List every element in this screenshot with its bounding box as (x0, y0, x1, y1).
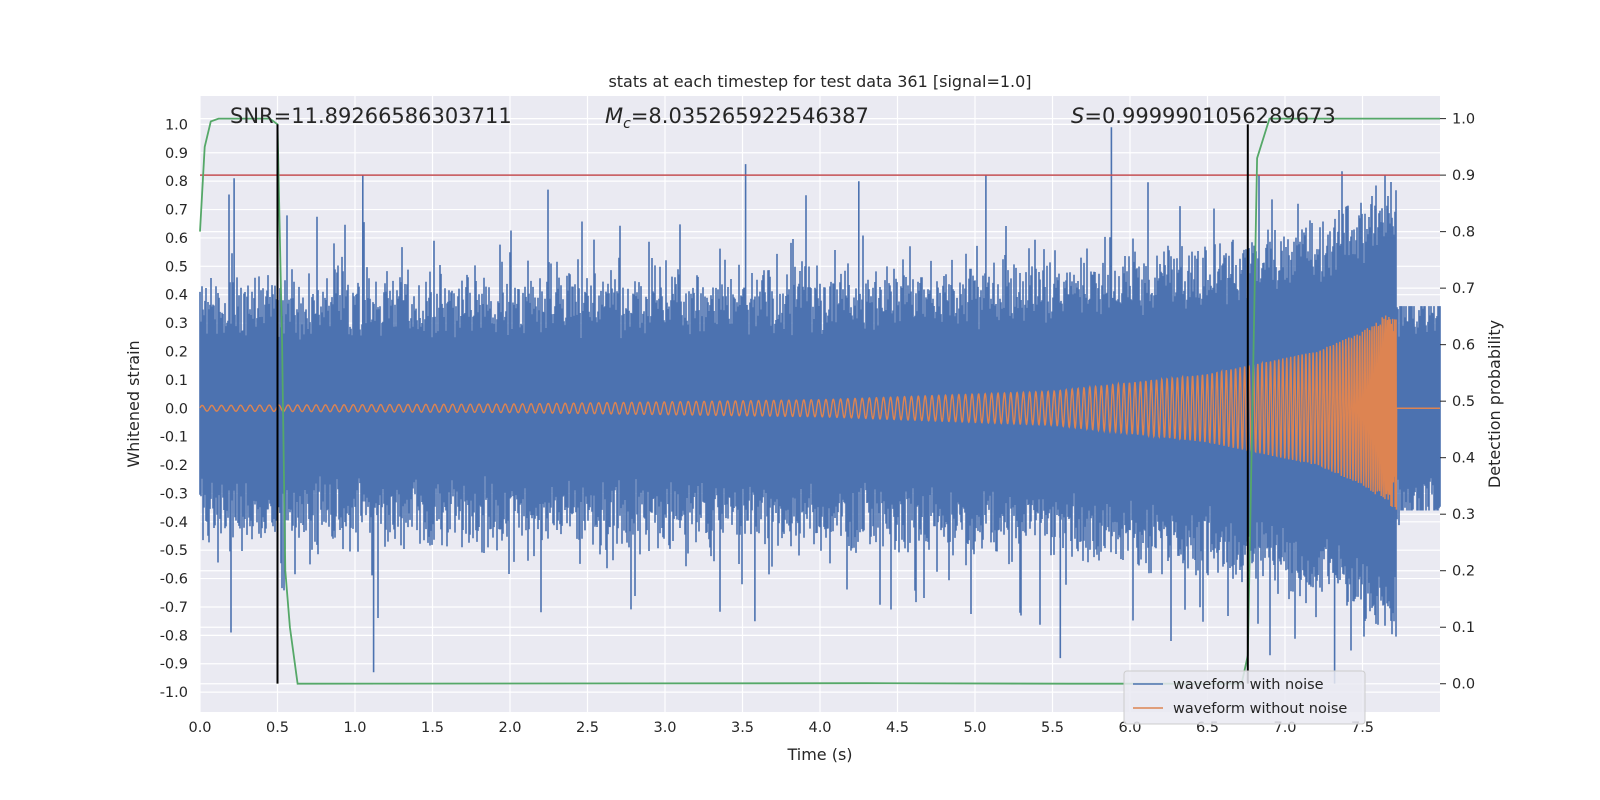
detection-probability-series (199, 117, 1440, 685)
y2-tick-label: 0.4 (1452, 451, 1475, 467)
y-tick-label: 0.0 (165, 401, 188, 417)
x-tick-label: 5.0 (963, 720, 986, 736)
x-tick-label: 5.5 (1041, 720, 1064, 736)
legend: waveform with noise waveform without noi… (1123, 670, 1366, 725)
y-tick-label: 0.4 (165, 288, 188, 304)
y-tick-label: 1.0 (165, 117, 188, 133)
x-tick-label: 4.0 (808, 720, 831, 736)
y-tick-label: -0.1 (160, 430, 188, 446)
y-tick-label: -0.5 (160, 543, 188, 559)
chirp-mass-symbol: M (605, 104, 623, 128)
x-tick-label: 3.0 (653, 720, 676, 736)
y2-tick-label: 0.0 (1452, 677, 1475, 693)
x-tick-label: 3.5 (731, 720, 754, 736)
y-tick-label: 0.9 (165, 146, 188, 162)
detection-statistic-annotation: S=0.9999901056289673 (1071, 104, 1336, 128)
legend-label-noise: waveform with noise (1173, 677, 1324, 693)
legend-label-clean: waveform without noise (1173, 701, 1347, 717)
y-tick-label: 0.7 (165, 203, 188, 219)
vertical-markers (276, 124, 1249, 684)
x-tick-label: 4.5 (886, 720, 909, 736)
y2-tick-label: 0.8 (1452, 225, 1475, 241)
x-tick-label: 0.5 (266, 720, 289, 736)
y2-tick-label: 0.7 (1452, 281, 1475, 297)
y-tick-label: -1.0 (160, 685, 188, 701)
waveform-without-noise-series (199, 315, 1440, 510)
y2-tick-label: 0.9 (1452, 168, 1475, 184)
y-tick-label: 0.3 (165, 316, 188, 332)
y2-tick-label: 0.3 (1452, 507, 1475, 523)
x-tick-label: 1.0 (343, 720, 366, 736)
x-tick-label: 2.5 (576, 720, 599, 736)
y-axis-label: Whitened strain (124, 340, 143, 467)
y-tick-label: 0.5 (165, 259, 188, 275)
y-tick-label: 0.6 (165, 231, 188, 247)
y-tick-label: -0.6 (160, 572, 188, 588)
y2-tick-label: 0.5 (1452, 394, 1475, 410)
chirp-mass-value: =8.035265922546387 (631, 104, 869, 128)
y-tick-label: -0.2 (160, 458, 188, 474)
chirp-mass-annotation: Mc=8.035265922546387 (605, 104, 869, 132)
y2-tick-label: 0.1 (1452, 620, 1475, 636)
y2-tick-label: 0.6 (1452, 338, 1475, 354)
y2-tick-label: 1.0 (1452, 112, 1475, 128)
x-tick-label: 1.5 (421, 720, 444, 736)
chirp-mass-subscript: c (623, 116, 631, 132)
snr-annotation: SNR=11.89266586303711 (230, 104, 512, 128)
detection-probability-line (199, 117, 1440, 685)
detection-statistic-value: =0.9999901056289673 (1084, 104, 1335, 128)
y-tick-label: -0.4 (160, 515, 188, 531)
y-tick-label: 0.1 (165, 373, 188, 389)
y-tick-label: -0.7 (160, 600, 188, 616)
clean-waveform-line (199, 315, 1440, 510)
detection-statistic-symbol: S (1071, 104, 1084, 128)
y-tick-label: -0.3 (160, 486, 188, 502)
axis-ticks: 0.0 0.5 1.0 1.5 2.0 2.5 3.0 3.5 4.0 4.5 5.0 5.5 6.0 6… (160, 112, 1475, 736)
x-axis-label: Time (s) (786, 745, 852, 764)
x-tick-label: 2.0 (498, 720, 521, 736)
y-tick-label: 0.8 (165, 174, 188, 190)
legend-box (1123, 670, 1366, 725)
x-tick-label: 0.0 (188, 720, 211, 736)
y-tick-label: -0.8 (160, 628, 188, 644)
y-tick-label: 0.2 (165, 344, 188, 360)
y-tick-label: -0.9 (160, 657, 188, 673)
chart-title: stats at each timestep for test data 361… (608, 72, 1031, 91)
y2-tick-label: 0.2 (1452, 564, 1475, 580)
y2-axis-label: Detection probability (1485, 320, 1504, 488)
